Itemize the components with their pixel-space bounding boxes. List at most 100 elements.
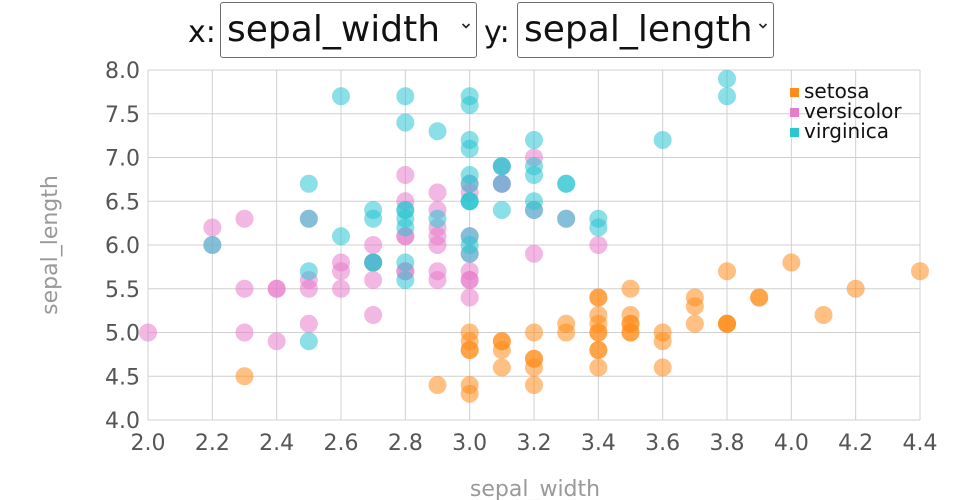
data-point-versicolor: [235, 279, 254, 298]
data-point-setosa: [911, 262, 929, 281]
data-point-setosa: [460, 376, 479, 394]
legend-swatch-setosa: [790, 88, 799, 97]
data-point-setosa: [621, 306, 640, 324]
x-tick-label: 3.4: [581, 431, 616, 456]
data-point-virginica: [460, 174, 479, 193]
data-point-setosa: [428, 376, 447, 394]
data-point-versicolor: [460, 262, 479, 281]
data-point-virginica: [492, 201, 511, 219]
data-point-versicolor: [267, 279, 286, 298]
data-point-setosa: [460, 323, 479, 342]
data-point-virginica: [525, 131, 543, 149]
data-point-setosa: [782, 253, 801, 272]
y-tick-label: 6.0: [105, 234, 140, 259]
data-point-virginica: [589, 218, 608, 237]
data-point-virginica: [396, 87, 415, 106]
data-point-versicolor: [203, 218, 222, 237]
y-axis-prefix-label: y:: [484, 15, 510, 50]
x-tick-label: 2.4: [259, 431, 294, 456]
data-point-setosa: [718, 262, 736, 281]
data-point-virginica: [299, 262, 318, 281]
data-point-versicolor: [299, 314, 318, 333]
data-point-virginica: [525, 166, 543, 184]
data-point-versicolor: [428, 236, 447, 254]
y-tick-label: 7.0: [105, 147, 140, 172]
data-point-virginica: [718, 87, 736, 106]
legend-label-setosa: setosa: [804, 79, 869, 103]
y-axis-select[interactable]: sepal_length: [517, 2, 774, 58]
y-tick-label: 8.0: [105, 59, 140, 84]
x-tick-label: 2.0: [131, 431, 166, 456]
data-point-setosa: [525, 376, 543, 394]
data-point-virginica: [364, 209, 383, 228]
data-point-versicolor: [235, 209, 254, 228]
data-point-virginica: [492, 174, 511, 193]
data-point-virginica: [460, 131, 479, 149]
data-point-versicolor: [525, 244, 543, 263]
y-tick-label: 7.5: [105, 103, 140, 128]
x-axis-title: sepal_width: [470, 477, 600, 500]
y-tick-label: 5.0: [105, 322, 140, 347]
data-point-versicolor: [299, 279, 318, 298]
legend-swatch-versicolor: [790, 108, 799, 117]
data-point-virginica: [718, 69, 736, 88]
x-tick-label: 4.4: [903, 431, 938, 456]
x-tick-label: 2.2: [195, 431, 230, 456]
data-point-setosa: [460, 341, 479, 359]
y-tick-label: 4.0: [105, 409, 140, 434]
data-point-setosa: [492, 358, 511, 377]
data-point-setosa: [814, 306, 833, 324]
data-point-versicolor: [364, 306, 383, 324]
x-axis-select[interactable]: sepal_width: [220, 2, 477, 58]
data-point-virginica: [332, 87, 350, 106]
x-tick-label: 3.0: [452, 431, 487, 456]
data-point-setosa: [685, 297, 704, 316]
axis-controls: x: sepal_width y: sepal_length: [0, 0, 960, 64]
data-point-virginica: [396, 209, 415, 228]
data-point-virginica: [299, 209, 318, 228]
y-tick-label: 5.5: [105, 278, 140, 303]
data-point-setosa: [589, 288, 608, 307]
data-point-virginica: [525, 201, 543, 219]
x-tick-label: 4.2: [838, 431, 873, 456]
data-point-setosa: [653, 332, 672, 351]
data-point-setosa: [525, 323, 543, 342]
data-point-setosa: [589, 341, 608, 359]
data-point-versicolor: [589, 236, 608, 254]
data-point-versicolor: [364, 271, 383, 289]
data-point-virginica: [428, 122, 447, 141]
data-point-versicolor: [332, 253, 350, 272]
data-point-virginica: [428, 209, 447, 228]
data-point-virginica: [557, 209, 576, 228]
y-axis-title: sepal_length: [38, 175, 63, 315]
x-tick-label: 4.0: [774, 431, 809, 456]
tick-labels: 2.0 2.2 2.4 2.6 2.8 3.0 3.2 3.4 3.6 3.8 4.0 4.2 4.4 4…: [105, 59, 938, 456]
data-point-versicolor: [267, 332, 286, 351]
x-tick-label: 2.6: [324, 431, 359, 456]
data-point-virginica: [299, 174, 318, 193]
x-tick-label: 3.2: [517, 431, 552, 456]
data-point-setosa: [589, 314, 608, 333]
data-point-virginica: [396, 253, 415, 272]
legend-label-virginica: virginica: [804, 119, 889, 143]
data-point-setosa: [525, 358, 543, 377]
data-point-virginica: [203, 236, 222, 254]
data-point-virginica: [396, 271, 415, 289]
x-axis-prefix-label: x:: [188, 15, 216, 50]
x-tick-label: 3.6: [645, 431, 680, 456]
data-point-virginica: [332, 227, 350, 246]
data-point-setosa: [718, 314, 736, 333]
data-point-versicolor: [396, 166, 415, 184]
data-point-versicolor: [139, 323, 157, 342]
x-tick-label: 2.8: [388, 431, 423, 456]
data-point-setosa: [589, 358, 608, 377]
data-point-setosa: [235, 367, 254, 386]
legend-swatch-virginica: [790, 128, 799, 137]
y-axis-select-value: sepal_length: [524, 9, 753, 50]
data-point-virginica: [460, 87, 479, 106]
data-point-setosa: [846, 279, 865, 298]
data-point-versicolor: [364, 236, 383, 254]
x-axis-select-value: sepal_width: [227, 9, 441, 50]
